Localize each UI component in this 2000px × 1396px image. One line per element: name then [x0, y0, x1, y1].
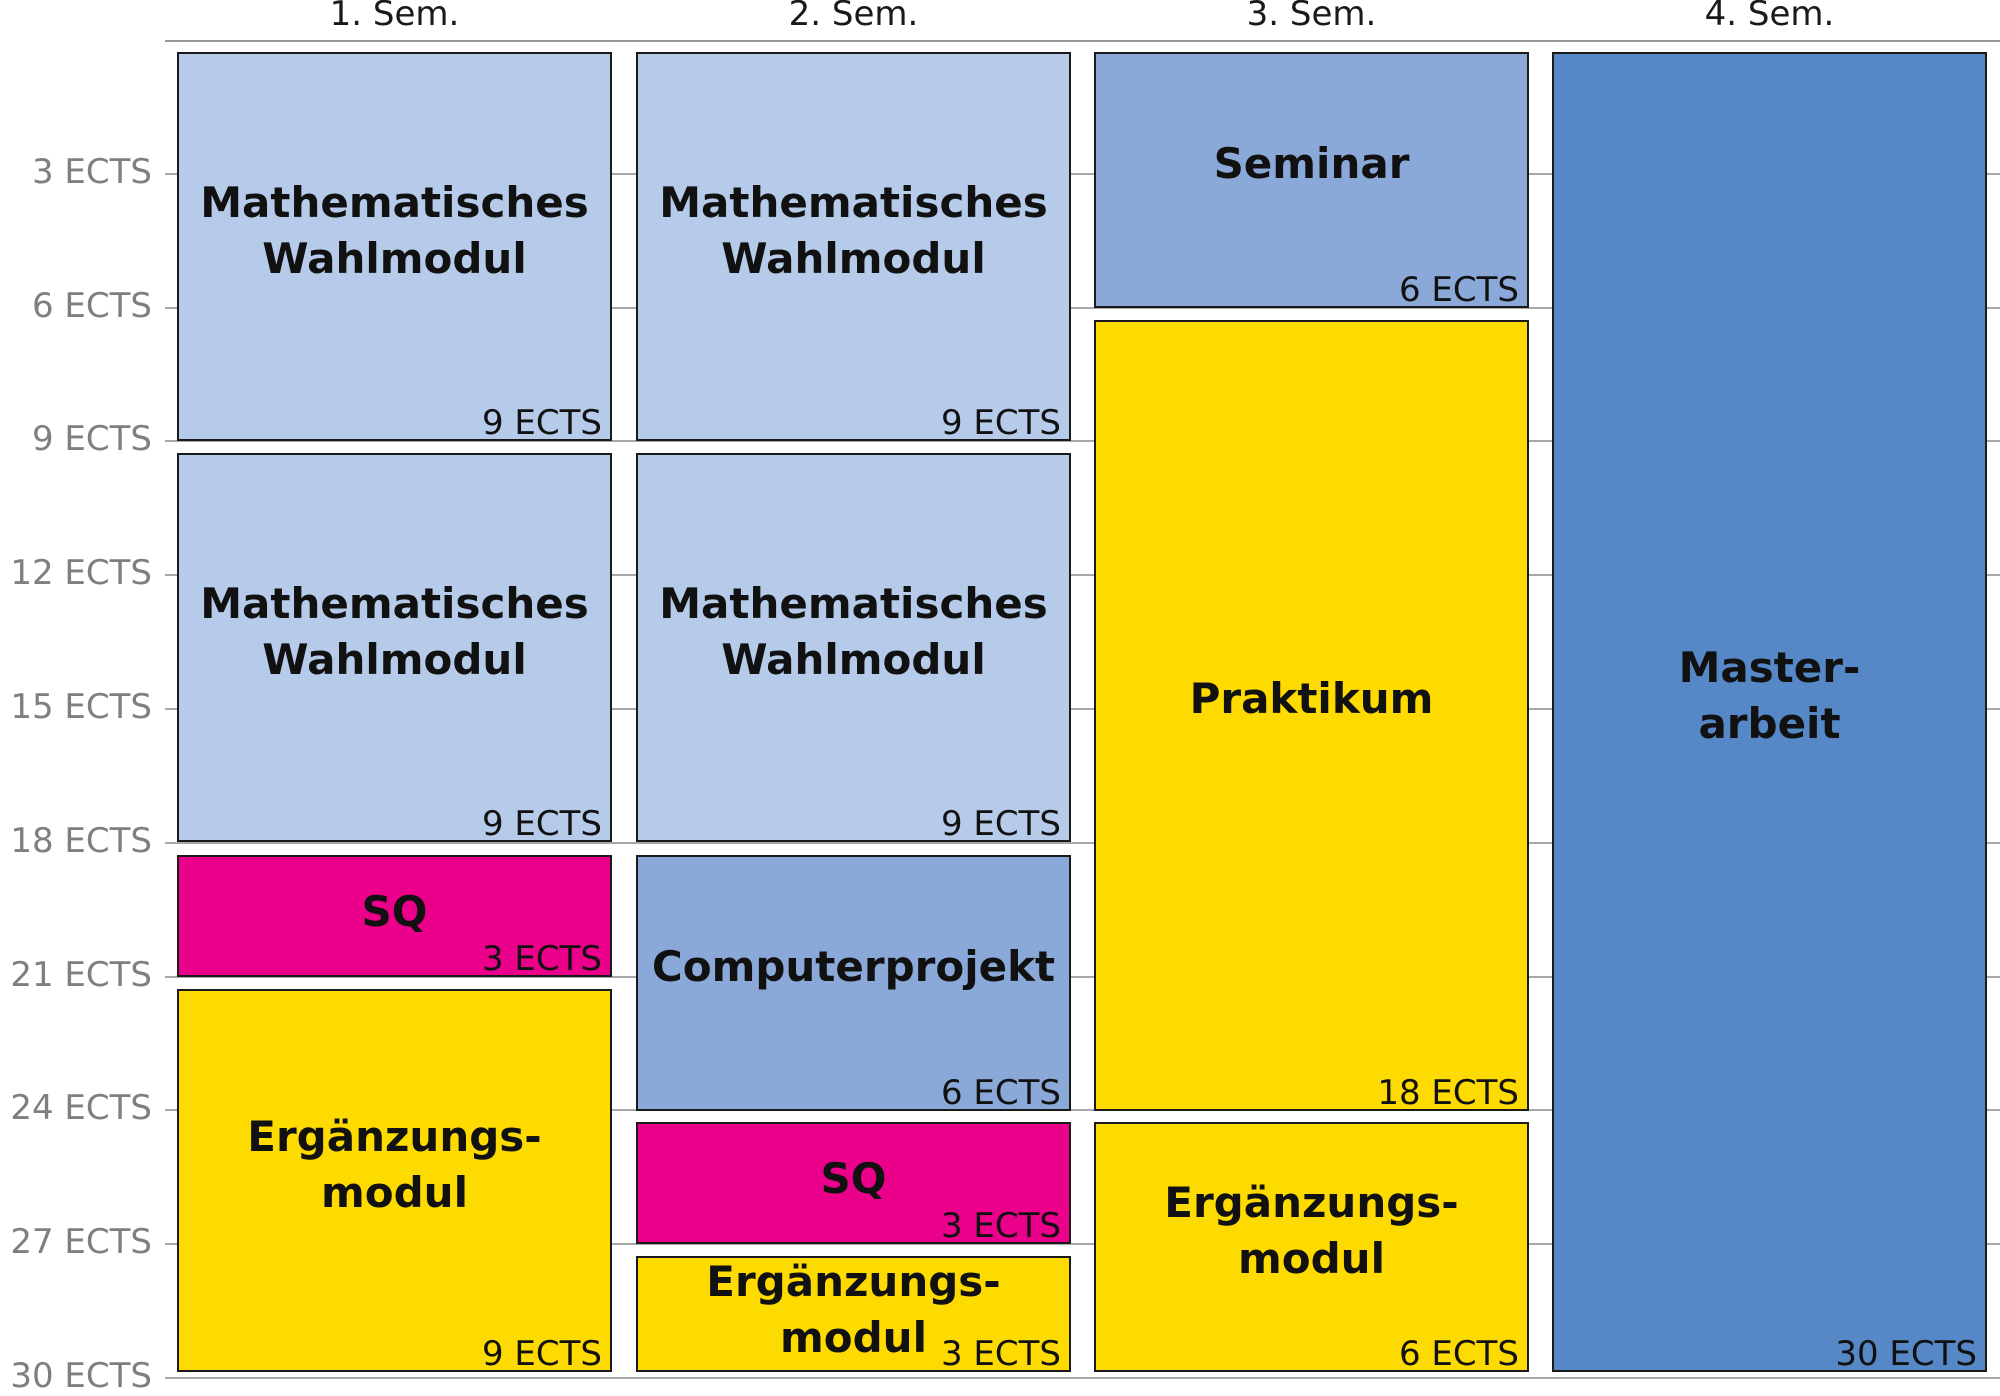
- module-name-line: Seminar: [1213, 139, 1410, 188]
- module-name-line: Wahlmodul: [721, 234, 986, 283]
- module-name: Seminar: [1096, 136, 1527, 192]
- module-block: Ergänzungs-modul 6 ECTS: [1094, 1122, 1529, 1374]
- module-block: Mathematisches Wahlmodul 9 ECTS: [636, 453, 1071, 844]
- module-name-line: Master-: [1678, 643, 1861, 692]
- tick-label: 27 ECTS: [10, 1222, 152, 1262]
- tick-label: 3 ECTS: [31, 152, 152, 192]
- module-name: Mathematisches Wahlmodul: [638, 576, 1069, 688]
- module-name-line: Mathematisches: [200, 579, 589, 628]
- module-name: Mathematisches Wahlmodul: [179, 175, 610, 287]
- grid-line: [165, 440, 2000, 442]
- module-ects-label: 6 ECTS: [1398, 1334, 1519, 1374]
- grid-line: [165, 842, 2000, 844]
- grid-line: [165, 708, 2000, 710]
- module-ects-label: 9 ECTS: [481, 804, 602, 844]
- semester-label-4: 4. Sem.: [1704, 0, 1835, 34]
- tick-label: 15 ECTS: [10, 687, 152, 727]
- grid-line: [165, 574, 2000, 576]
- module-block: Computerprojekt 6 ECTS: [636, 855, 1071, 1113]
- module-name: Ergänzungs-modul: [1096, 1175, 1527, 1287]
- module-ects-label: 30 ECTS: [1835, 1334, 1977, 1374]
- module-name-line: Mathematisches: [659, 178, 1048, 227]
- module-block: Master-arbeit 30 ECTS: [1552, 52, 1987, 1374]
- module-ects-label: 9 ECTS: [481, 403, 602, 443]
- tick-label: 21 ECTS: [10, 955, 152, 995]
- module-name: Ergänzungs-modul: [638, 1254, 1069, 1366]
- module-block: Mathematisches Wahlmodul 9 ECTS: [636, 52, 1071, 443]
- module-block: SQ 3 ECTS: [636, 1122, 1071, 1246]
- grid-line: [165, 1109, 2000, 1111]
- module-ects-label: 6 ECTS: [1398, 270, 1519, 310]
- module-ects-label: 3 ECTS: [940, 1206, 1061, 1246]
- module-name-line: Wahlmodul: [262, 234, 527, 283]
- module-name-line: Wahlmodul: [721, 635, 986, 684]
- grid-line: [165, 1377, 2000, 1379]
- tick-label: 18 ECTS: [10, 821, 152, 861]
- module-name-line: Praktikum: [1189, 674, 1434, 723]
- module-name-line: Wahlmodul: [262, 635, 527, 684]
- tick-label: 9 ECTS: [31, 419, 152, 459]
- tick-label: 12 ECTS: [10, 553, 152, 593]
- module-name-line: Ergänzungs-: [706, 1257, 1001, 1306]
- module-name: Mathematisches Wahlmodul: [179, 576, 610, 688]
- module-block: Mathematisches Wahlmodul 9 ECTS: [177, 453, 612, 844]
- semester-label-3: 3. Sem.: [1246, 0, 1377, 34]
- module-name-line: Computerprojekt: [651, 942, 1056, 991]
- module-ects-label: 9 ECTS: [940, 804, 1061, 844]
- module-ects-label: 6 ECTS: [940, 1073, 1061, 1113]
- module-name-line: modul: [780, 1313, 927, 1362]
- module-name: Mathematisches Wahlmodul: [638, 175, 1069, 287]
- module-name-line: Mathematisches: [200, 178, 589, 227]
- module-name-line: SQ: [820, 1154, 887, 1203]
- semester-label-1: 1. Sem.: [329, 0, 460, 34]
- module-name: Master-arbeit: [1554, 640, 1985, 752]
- module-name: SQ: [638, 1151, 1069, 1207]
- module-ects-label: 18 ECTS: [1377, 1073, 1519, 1113]
- tick-label: 30 ECTS: [10, 1356, 152, 1396]
- tick-label: 6 ECTS: [31, 286, 152, 326]
- top-rule: [165, 40, 2000, 42]
- module-name-line: modul: [321, 1168, 468, 1217]
- module-name-line: Mathematisches: [659, 579, 1048, 628]
- grid-line: [165, 976, 2000, 978]
- module-block: Ergänzungs-modul 9 ECTS: [177, 989, 612, 1374]
- module-name-line: arbeit: [1698, 699, 1841, 748]
- module-name-line: Ergänzungs-: [247, 1112, 542, 1161]
- module-block: SQ 3 ECTS: [177, 855, 612, 979]
- module-name-line: modul: [1238, 1234, 1385, 1283]
- grid-line: [165, 173, 2000, 175]
- module-name: Computerprojekt: [638, 939, 1069, 995]
- module-name: Ergänzungs-modul: [179, 1109, 610, 1221]
- module-ects-label: 3 ECTS: [481, 939, 602, 979]
- grid-line: [165, 1243, 2000, 1245]
- module-name-line: SQ: [361, 887, 428, 936]
- module-ects-label: 3 ECTS: [940, 1334, 1061, 1374]
- semester-label-2: 2. Sem.: [788, 0, 919, 34]
- module-name-line: Ergänzungs-: [1164, 1178, 1459, 1227]
- module-ects-label: 9 ECTS: [481, 1334, 602, 1374]
- module-block: Seminar 6 ECTS: [1094, 52, 1529, 310]
- module-block: Mathematisches Wahlmodul 9 ECTS: [177, 52, 612, 443]
- module-name: Praktikum: [1096, 671, 1527, 727]
- module-ects-label: 9 ECTS: [940, 403, 1061, 443]
- module-block: Ergänzungs-modul 3 ECTS: [636, 1254, 1071, 1374]
- grid-line: [165, 307, 2000, 309]
- module-block: Praktikum 18 ECTS: [1094, 320, 1529, 1113]
- module-name: SQ: [179, 884, 610, 940]
- tick-label: 24 ECTS: [10, 1088, 152, 1128]
